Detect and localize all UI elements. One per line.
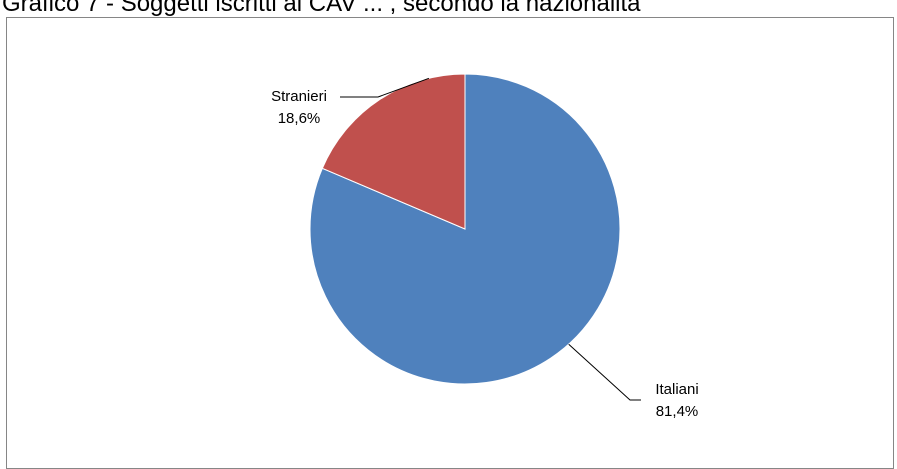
leader-line-italiani [568, 343, 641, 401]
pie-slice-stranieri [321, 73, 466, 230]
slice-value-stranieri: 18,6% [278, 110, 321, 127]
slice-label-italiani: Italiani [655, 381, 698, 398]
chart-area: Italiani 81,4% Stranieri 18,6% [6, 17, 894, 469]
slice-label-stranieri: Stranieri [271, 88, 327, 105]
pie-slice-italiani [309, 73, 621, 385]
page-title: Grafico 7 - Soggetti iscritti ai CAV ...… [2, 0, 641, 17]
pie-chart: Italiani 81,4% Stranieri 18,6% [271, 73, 699, 420]
leader-line-stranieri [340, 77, 430, 98]
slice-value-italiani: 81,4% [656, 403, 699, 420]
